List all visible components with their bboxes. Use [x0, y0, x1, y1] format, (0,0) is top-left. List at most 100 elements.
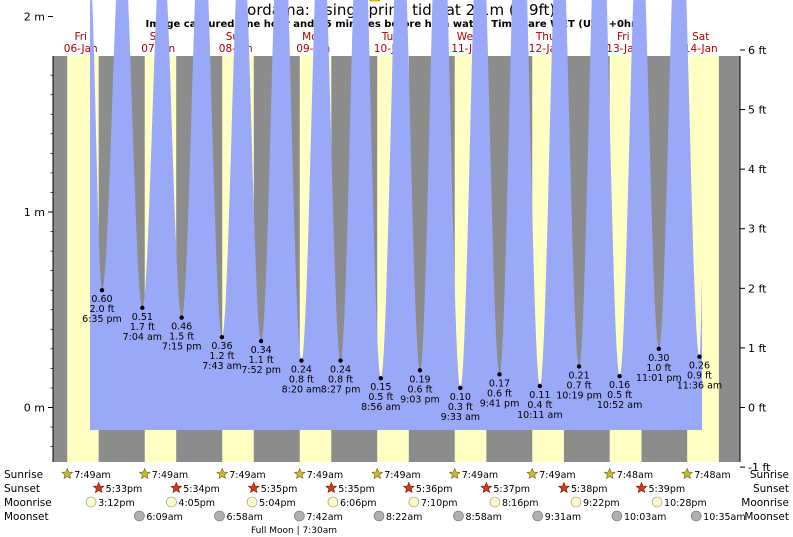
tide-point: [417, 368, 423, 373]
tide-feet: 0.4 ft: [527, 400, 552, 411]
sunrise-icon: [681, 467, 694, 480]
sunrise-item: 7:48am: [603, 467, 653, 481]
tide-point: [537, 383, 543, 389]
day-name: Sat: [692, 31, 709, 43]
row-label-right: Sunset: [753, 483, 789, 495]
row-label-left: Sunset: [4, 483, 40, 495]
low-tide-label: 0.190.6 ft9:03 pm: [400, 368, 440, 405]
sunrise-time: 7:49am: [539, 470, 575, 481]
moonrise-time: 5:04pm: [259, 498, 296, 509]
tide-feet: 1.0 ft: [646, 363, 671, 374]
sunset-icon: [635, 481, 648, 494]
tide-meters: 0.21: [568, 370, 589, 381]
right-tick-label: -1 ft: [748, 461, 771, 474]
water-curve: [90, 0, 702, 430]
tide-time: 10:52 am: [597, 400, 642, 411]
tide-meters: 0.46: [171, 322, 192, 333]
moonset-item: 6:58am: [214, 510, 263, 523]
low-tide-label: 0.170.6 ft9:41 pm: [480, 372, 519, 409]
sunset-item: 5:35pm: [325, 481, 375, 495]
tide-time: 7:43 am: [202, 361, 241, 372]
day-name: Fri: [617, 31, 630, 43]
sunrise-item: 7:49am: [216, 467, 266, 481]
moonset-icon: [294, 510, 305, 522]
tide-feet: 1.1 ft: [249, 355, 274, 366]
low-tide-label: 0.602.0 ft6:35 pm: [82, 288, 122, 325]
sunset-item: 5:36pm: [402, 481, 453, 495]
sunrise-icon: [603, 467, 616, 480]
tide-labels: 0.602.0 ft6:35 pm12:49 am8.2 ft2.490.511…: [82, 288, 722, 423]
tide-point: [378, 375, 384, 381]
moonrise-icon: [85, 496, 97, 508]
sunset-time: 5:33pm: [106, 484, 143, 495]
moonset-item: 10:35am: [690, 510, 746, 523]
moonrise-icon: [489, 496, 501, 508]
tide-feet: 0.6 ft: [407, 384, 432, 395]
moonset-time: 8:58am: [465, 512, 501, 523]
current-level-marker: [369, 0, 381, 2]
sunset-icon: [557, 481, 570, 494]
moonset-icon: [214, 510, 225, 522]
moonset-time: 7:42am: [306, 512, 342, 523]
sunrise-item: 7:49am: [526, 467, 576, 481]
moonrise-time: 8:16pm: [502, 498, 539, 509]
sunrise-item: 7:49am: [138, 467, 188, 481]
moonrise-icon: [651, 496, 663, 508]
tide-feet: 0.7 ft: [567, 380, 592, 391]
low-tide-label: 0.361.2 ft7:43 am: [202, 334, 242, 372]
sunrise-time: 7:49am: [74, 470, 110, 481]
sunset-time: 5:36pm: [416, 484, 453, 495]
tide-meters: 0.11: [529, 390, 550, 401]
sunrise-time: 7:49am: [384, 470, 420, 481]
moonrise-item: 7:10pm: [408, 496, 458, 509]
moonset-icon: [532, 510, 544, 522]
moonset-item: 10:03am: [611, 510, 666, 523]
tide-time: 9:33 am: [441, 412, 480, 423]
tide-point: [219, 334, 225, 340]
sunrise-time: 7:48am: [617, 470, 653, 481]
row-label-right: Moonrise: [741, 497, 789, 509]
tide-time: 7:15 pm: [162, 342, 202, 353]
sunrise-time: 7:48am: [694, 470, 730, 481]
tide-meters: 0.60: [91, 294, 112, 305]
tide-feet: 0.9 ft: [687, 371, 712, 382]
sunset-icon: [170, 481, 183, 494]
moonset-time: 10:03am: [624, 512, 666, 523]
tide-time: 8:20 am: [282, 385, 321, 396]
right-tick-label: 4 ft: [748, 163, 767, 176]
tide-point: [617, 374, 622, 379]
tide-meters: 0.19: [409, 374, 430, 385]
water-area: [90, 0, 702, 430]
tide-point: [299, 358, 304, 363]
moonset-icon: [134, 510, 145, 522]
tide-meters: 0.24: [330, 365, 351, 376]
row-label-right: Sunrise: [750, 469, 789, 481]
tide-point: [179, 315, 184, 320]
right-tick-label: 0 ft: [748, 402, 767, 415]
tide-meters: 0.30: [648, 353, 669, 364]
moonrise-icon: [570, 496, 582, 508]
moonrise-icon: [327, 496, 339, 508]
tide-time: 7:04 am: [123, 332, 162, 343]
day-date: 14-Jan: [684, 43, 718, 55]
sunset-item: 5:37pm: [480, 481, 530, 495]
tide-time: 9:03 pm: [400, 394, 440, 405]
tide-point: [497, 372, 502, 377]
tide-meters: 0.26: [689, 361, 710, 372]
row-label-left: Sunrise: [4, 469, 43, 481]
sunset-item: 5:34pm: [170, 481, 220, 495]
moonrise-icon: [166, 496, 177, 508]
day-name: Thu: [535, 31, 556, 43]
moonrise-time: 6:06pm: [340, 498, 377, 509]
sunset-icon: [325, 481, 338, 494]
tide-meters: 0.17: [489, 378, 510, 389]
sunrise-item: 7:49am: [293, 467, 343, 481]
day-date: 06-Jan: [64, 43, 98, 55]
moonset-icon: [611, 510, 623, 522]
moonset-time: 10:35am: [703, 512, 745, 523]
right-axis-feet: -1 ft0 ft1 ft2 ft3 ft4 ft5 ft6 ft7 ft8 f…: [739, 44, 771, 474]
moonset-item: 9:31am: [532, 510, 581, 523]
